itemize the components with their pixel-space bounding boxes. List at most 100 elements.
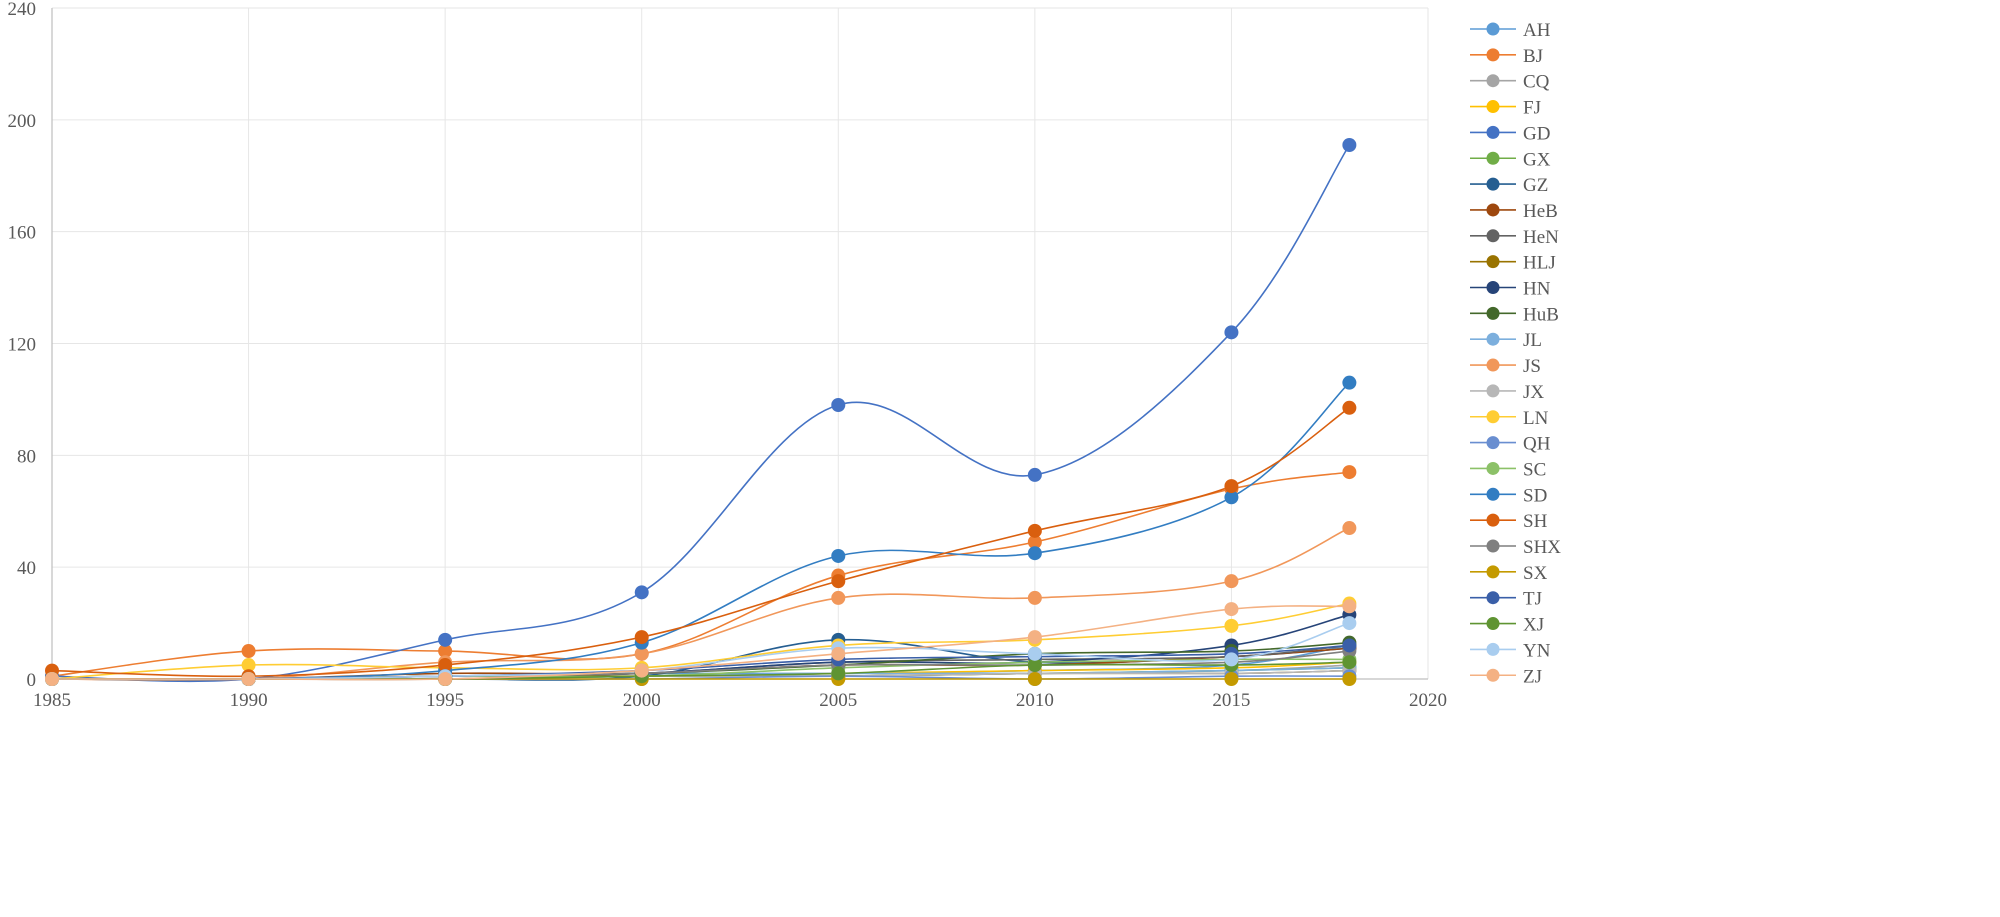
legend-label-jl: JL [1523, 330, 1542, 351]
series-line-ln [51, 602, 1350, 680]
legend-marker-shx [1486, 539, 1500, 553]
legend-label-jx: JX [1523, 382, 1544, 403]
legend-marker-jl [1486, 332, 1500, 346]
legend-marker-hlj [1486, 255, 1500, 269]
legend-marker-bj [1486, 48, 1500, 62]
data-point-zj-2015 [1224, 602, 1239, 617]
x-tick-label-1985: 1985 [33, 690, 71, 711]
legend-label-ah: AH [1523, 20, 1551, 41]
legend-label-sc: SC [1523, 459, 1546, 480]
data-point-bj-2010 [1027, 535, 1042, 550]
legend-item-xj: XJ [1470, 615, 1544, 636]
legend-item-js: JS [1470, 356, 1541, 377]
x-tick-label-1990: 1990 [230, 690, 268, 711]
data-point-gd-2015 [1224, 325, 1239, 340]
legend-marker-sd [1486, 487, 1500, 501]
legend-item-sx: SX [1470, 563, 1548, 584]
legend-marker-sx [1486, 565, 1500, 579]
data-point-gd-2018 [1342, 137, 1357, 152]
y-tick-label-200: 200 [8, 111, 37, 132]
series-line-gd [51, 144, 1351, 683]
y-tick-label-80: 80 [17, 446, 36, 467]
data-point-sd-2010 [1027, 546, 1042, 561]
legend-marker-jx [1486, 384, 1500, 398]
legend-label-sh: SH [1523, 511, 1548, 532]
legend-label-sd: SD [1523, 485, 1547, 506]
legend-item-qh: QH [1470, 434, 1551, 455]
legend-label-yn: YN [1523, 640, 1551, 661]
y-tick-label-240: 240 [8, 0, 37, 20]
legend-marker-hen [1486, 229, 1500, 243]
legend-item-yn: YN [1470, 640, 1551, 661]
legend-label-qh: QH [1523, 434, 1551, 455]
data-point-xj-2018 [1342, 655, 1357, 670]
legend-item-tj: TJ [1470, 589, 1542, 610]
legend-item-ah: AH [1470, 20, 1551, 41]
legend-label-heb: HeB [1523, 201, 1558, 222]
series-line-zj [52, 605, 1350, 681]
legend-label-xj: XJ [1523, 615, 1544, 636]
y-tick-label-160: 160 [8, 223, 37, 244]
data-point-sd-2015 [1224, 490, 1239, 505]
data-point-yn-2015 [1224, 652, 1239, 667]
data-point-zj-2005 [831, 646, 846, 661]
data-point-tj-2018 [1342, 638, 1357, 653]
y-tick-label-40: 40 [17, 558, 36, 579]
legend-label-gx: GX [1523, 149, 1551, 170]
legend-marker-qh [1486, 436, 1500, 450]
legend-label-js: JS [1523, 356, 1541, 377]
legend-label-sx: SX [1523, 563, 1548, 584]
legend-item-sh: SH [1470, 511, 1548, 532]
grid [51, 7, 1429, 680]
legend-item-gd: GD [1470, 123, 1550, 144]
legend-label-cq: CQ [1523, 72, 1550, 93]
legend-marker-zj [1486, 668, 1500, 682]
legend: AH BJ CQ FJ GD GX GZ HeB HeN HLJ HN HuB JL JS JX LN QH SC… [1470, 20, 1561, 687]
data-point-sd-2018 [1342, 375, 1357, 390]
x-tick-label-2000: 2000 [623, 690, 661, 711]
x-tick-label-2020: 2020 [1409, 690, 1447, 711]
legend-marker-cq [1486, 74, 1500, 88]
data-point-sh-1995 [438, 658, 453, 673]
data-point-sx-2018 [1342, 672, 1357, 686]
legend-marker-gx [1486, 151, 1500, 165]
data-point-sh-2018 [1342, 400, 1357, 415]
data-point-js-2010 [1027, 590, 1042, 605]
legend-label-shx: SHX [1523, 537, 1561, 558]
data-point-bj-2018 [1342, 465, 1357, 480]
legend-marker-gd [1486, 125, 1500, 139]
series-lines [51, 144, 1351, 683]
data-point-js-2005 [831, 590, 846, 605]
legend-label-gd: GD [1523, 123, 1550, 144]
data-point-bj-1995 [438, 644, 453, 659]
data-point-ln-2015 [1224, 618, 1239, 633]
legend-label-hlj: HLJ [1523, 253, 1556, 274]
data-point-sx-2010 [1027, 672, 1042, 686]
legend-item-heb: HeB [1470, 201, 1558, 222]
data-point-zj-1995 [438, 672, 453, 686]
data-point-xj-2010 [1027, 658, 1042, 673]
data-point-js-2018 [1342, 521, 1357, 536]
data-point-js-2000 [634, 646, 649, 661]
y-tick-label-120: 120 [8, 335, 37, 356]
data-point-gd-2005 [831, 398, 846, 413]
legend-label-gz: GZ [1523, 175, 1548, 196]
legend-label-fj: FJ [1523, 98, 1541, 119]
data-point-sd-2005 [831, 548, 846, 563]
legend-item-gz: GZ [1470, 175, 1548, 196]
legend-marker-gz [1486, 177, 1500, 191]
legend-item-hn: HN [1470, 279, 1551, 300]
data-point-sh-2000 [634, 630, 649, 645]
legend-label-hen: HeN [1523, 227, 1559, 248]
data-point-gd-2010 [1027, 467, 1042, 482]
legend-marker-sc [1486, 461, 1500, 475]
y-tick-labels: 0 40 80 120 160 200 240 [8, 0, 37, 691]
legend-label-ln: LN [1523, 408, 1549, 429]
x-tick-labels: 1985 1990 1995 2000 2005 2010 2015 2020 [33, 690, 1447, 711]
series-line-bj [51, 471, 1350, 677]
data-point-yn-2018 [1342, 616, 1357, 631]
legend-marker-fj [1486, 100, 1500, 114]
legend-label-hn: HN [1523, 279, 1551, 300]
